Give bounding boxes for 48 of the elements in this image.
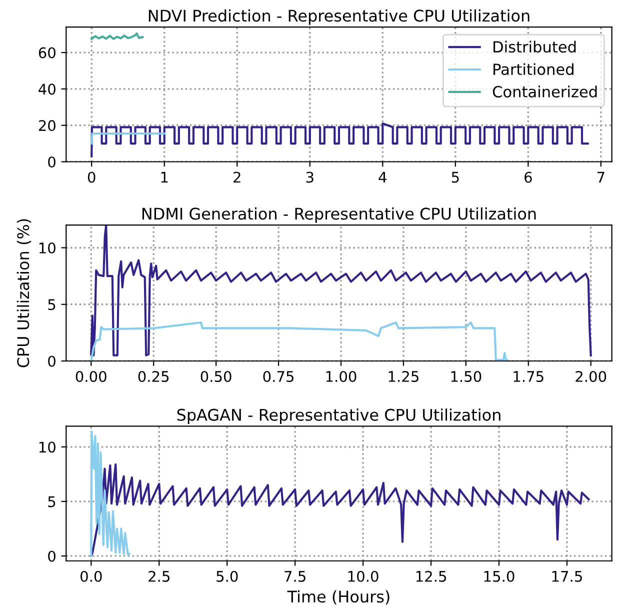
x-tick-label: 17.5	[552, 571, 582, 582]
line-series	[90, 430, 130, 558]
x-tick-label: 6	[524, 172, 532, 183]
y-axis-title: CPU Utilization (%)	[16, 219, 32, 368]
chart-title: NDMI Generation - Representative CPU Utilization	[142, 207, 536, 223]
line-series	[90, 463, 590, 558]
x-tick-label: 0.0	[80, 570, 102, 582]
x-tick-label: 1	[161, 172, 168, 183]
x-tick-label: 1.75	[514, 371, 544, 382]
y-tick-label: 0	[48, 550, 56, 562]
line-series	[90, 225, 592, 356]
x-tick-label: 12.5	[416, 570, 446, 582]
x-tick-label: 2.5	[148, 570, 170, 582]
line-series	[90, 122, 589, 158]
y-tick-label: 0	[48, 356, 56, 367]
x-tick-label: 1.00	[326, 370, 356, 382]
y-tick-label: 60	[38, 47, 56, 58]
y-tick-label: 20	[38, 120, 56, 132]
x-axis-title: Time (Hours)	[287, 590, 390, 605]
x-tick-label: 0.25	[138, 370, 169, 382]
x-tick-label: 2.00	[576, 370, 606, 382]
y-tick-label: 10	[39, 442, 56, 453]
x-tick-label: 15.0	[484, 570, 514, 582]
x-tick-label: 0.75	[263, 370, 294, 382]
y-tick-label: 10	[39, 242, 56, 254]
x-tick-label: 1.25	[388, 370, 418, 382]
x-tick-label: 7	[597, 172, 604, 183]
x-tick-label: 1.50	[451, 370, 482, 382]
legend-label: Partitioned	[494, 63, 574, 76]
x-tick-label: 0.50	[200, 370, 232, 382]
x-tick-label: 2	[234, 172, 240, 183]
x-tick-label: 0.00	[76, 370, 106, 382]
legend-label: Containerized	[492, 86, 597, 98]
x-tick-label: 3	[306, 172, 314, 183]
y-tick-label: 40	[38, 84, 56, 95]
x-tick-label: 5	[452, 172, 459, 183]
x-tick-label: 10.0	[348, 570, 378, 582]
y-tick-label: 5	[48, 496, 56, 508]
chart-title: NDVI Prediction - Representative CPU Utilization	[148, 9, 530, 25]
y-tick-label: 0	[48, 156, 56, 168]
y-tick-label: 5	[48, 299, 56, 310]
line-series	[90, 321, 508, 362]
x-tick-label: 0	[88, 172, 96, 183]
x-tick-label: 4	[378, 172, 386, 183]
x-tick-label: 5.0	[216, 570, 238, 582]
x-tick-label: 7.5	[284, 571, 306, 582]
legend-label: Distributed	[494, 40, 576, 53]
chart-title: SpAGAN - Representative CPU Utilization	[177, 408, 500, 424]
